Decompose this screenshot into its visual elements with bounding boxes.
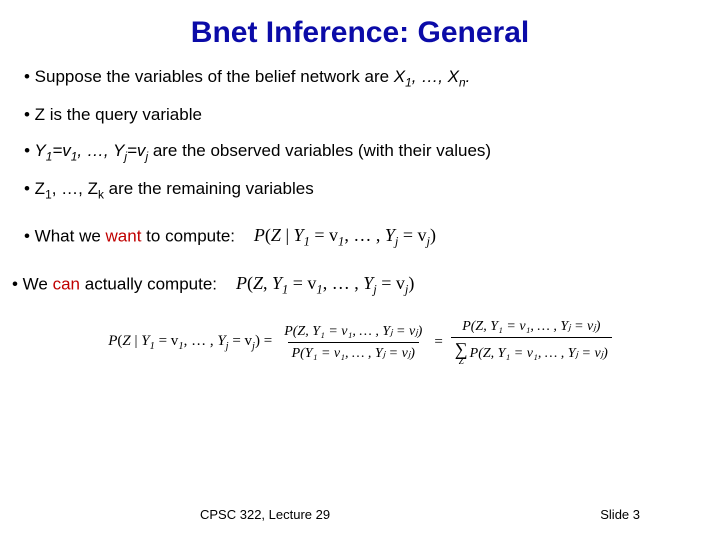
fc-close: ) <box>408 273 414 293</box>
can-prefix: • We <box>12 275 53 294</box>
lhs-z: Z <box>122 333 130 349</box>
bullet-list: • Suppose the variables of the belief ne… <box>24 64 696 300</box>
can-word: can <box>53 275 80 294</box>
b3-eq2: =v <box>127 141 145 160</box>
want-word: want <box>106 226 142 245</box>
bullet-want: • What we want to compute: P(Z | Y1 = v1… <box>24 222 696 252</box>
footer-right: Slide 3 <box>600 507 640 522</box>
lhs-p: P <box>108 333 117 349</box>
bullet-3: • Y1=v1, …, Yj=vj are the observed varia… <box>24 138 696 166</box>
slide: Bnet Inference: General • Suppose the va… <box>0 0 720 540</box>
fw-sep: , … , <box>344 225 385 245</box>
b4-mid: , …, Z <box>52 179 98 198</box>
eq-lhs: P(Z | Y1 = v1, … , Yj = vj) = <box>108 333 272 352</box>
lhs-y1: Y <box>141 333 149 349</box>
fc-comma: , <box>263 273 272 293</box>
bullet-1: • Suppose the variables of the belief ne… <box>24 64 696 92</box>
b3-eq1: =v <box>52 141 70 160</box>
fw-yj: Y <box>385 225 395 245</box>
b1-suffix: . <box>466 67 471 86</box>
b1-sub2: n <box>459 75 466 89</box>
lhs-eq: = v <box>155 333 178 349</box>
b3-y1: Y <box>34 141 45 160</box>
formula-can: P(Z, Y1 = v1, … , Yj = vj) <box>236 270 414 300</box>
lhs-sep: , … , <box>184 333 218 349</box>
b4-prefix: • Z <box>24 179 45 198</box>
fw-z: Z <box>271 225 281 245</box>
fc-eq2: = v <box>377 273 405 293</box>
fc-yj: Y <box>363 273 373 293</box>
sigma-sub: Z <box>459 357 464 366</box>
frac1-den: P(Y₁ = v₁, … , Yⱼ = vⱼ) <box>288 342 419 362</box>
fw-eq2: = v <box>398 225 426 245</box>
slide-title: Bnet Inference: General <box>24 16 696 50</box>
b1-mid: , …, <box>412 67 448 86</box>
b3-mid: , …, Y <box>77 141 124 160</box>
footer: CPSC 322, Lecture 29 Slide 3 <box>0 507 720 522</box>
lhs-close: ) = <box>255 333 272 349</box>
fraction-1: P(Z, Y₁ = v₁, … , Yⱼ = vⱼ) P(Y₁ = v₁, … … <box>280 323 426 362</box>
fc-z: Z <box>253 273 263 293</box>
frac2-num: P(Z, Y₁ = v₁, … , Yⱼ = vⱼ) <box>458 318 604 337</box>
b1-text: • Suppose the variables of the belief ne… <box>24 67 394 86</box>
b4-suffix: are the remaining variables <box>104 179 314 198</box>
want-suffix: to compute: <box>141 226 235 245</box>
fw-p: P <box>254 225 265 245</box>
bullet-2: • Z is the query variable <box>24 102 696 128</box>
fw-bar: | <box>281 225 294 245</box>
fraction-2: P(Z, Y₁ = v₁, … , Yⱼ = vⱼ) ∑ Z P(Z, Y₁ =… <box>451 318 612 366</box>
bullet-4: • Z1, …, Zk are the remaining variables <box>24 176 696 204</box>
frac2-den: ∑ Z P(Z, Y₁ = v₁, … , Yⱼ = vⱼ) <box>451 337 612 366</box>
footer-left: CPSC 322, Lecture 29 <box>200 507 330 522</box>
sigma-stack: ∑ Z <box>455 340 468 366</box>
b1-sub1: 1 <box>405 75 412 89</box>
fc-eq: = v <box>288 273 316 293</box>
b4-s1: 1 <box>45 187 52 201</box>
frac2-den-body: P(Z, Y₁ = v₁, … , Yⱼ = vⱼ) <box>470 345 608 362</box>
fw-close: ) <box>430 225 436 245</box>
b1-var2: X <box>448 67 459 86</box>
b3-suffix: are the observed variables (with their v… <box>148 141 491 160</box>
fw-y1: Y <box>294 225 304 245</box>
want-prefix: • What we <box>24 226 106 245</box>
b1-var1: X <box>394 67 405 86</box>
fc-y1: Y <box>272 273 282 293</box>
fc-sep: , … , <box>323 273 364 293</box>
lhs-bar: | <box>131 333 142 349</box>
can-suffix: actually compute: <box>80 275 217 294</box>
lhs-eq2: = v <box>229 333 252 349</box>
fc-p: P <box>236 273 247 293</box>
lhs-yj: Y <box>217 333 225 349</box>
equals-2: = <box>434 334 442 351</box>
bullet-can: • We can actually compute: P(Z, Y1 = v1,… <box>12 270 696 300</box>
frac1-num: P(Z, Y₁ = v₁, … , Yⱼ = vⱼ) <box>280 323 426 342</box>
fw-eq: = v <box>310 225 338 245</box>
formula-want: P(Z | Y1 = v1, … , Yj = vj) <box>254 222 436 252</box>
equation-block: P(Z | Y1 = v1, … , Yj = vj) = P(Z, Y₁ = … <box>24 318 696 366</box>
b3-prefix: • <box>24 141 34 160</box>
